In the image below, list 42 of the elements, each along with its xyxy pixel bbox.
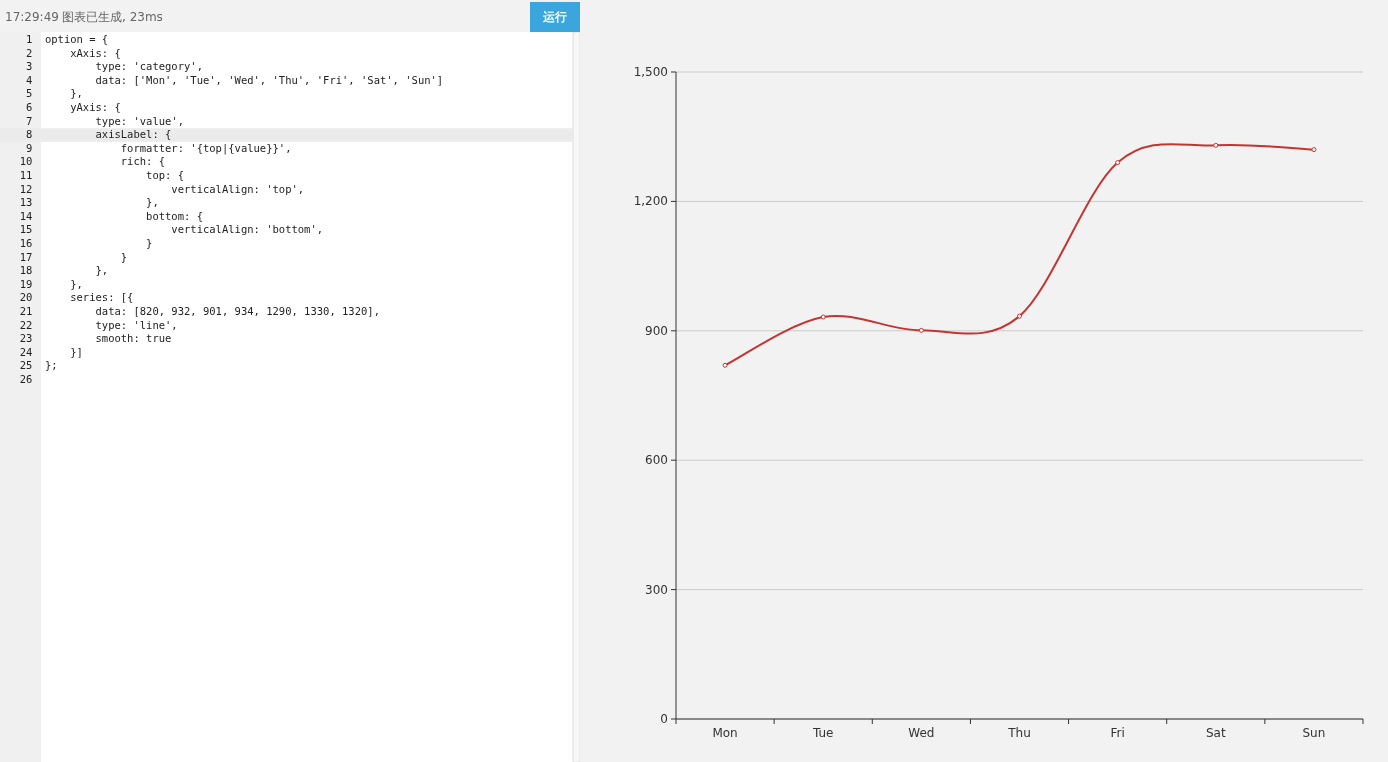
y-tick-label: 900	[645, 323, 668, 338]
text: 6 yAxis: {	[7, 101, 121, 113]
text: 23 smooth: true	[7, 332, 172, 345]
text: 17 }	[7, 250, 128, 263]
text: 14 bottom: {	[7, 209, 203, 222]
text: 2 xAxis: {	[7, 46, 121, 59]
y-tick-label: 600	[645, 453, 668, 468]
text: 3 type: 'category',	[7, 60, 203, 73]
x-tick-label: Thu	[1007, 726, 1031, 740]
text: 4 data: ['Mon', 'Tue', 'Wed', 'Thu', 'Fri', 'Sat', 'Sun']	[7, 73, 444, 86]
x-tick-label: Wed	[908, 726, 935, 740]
text: 25 };	[7, 359, 58, 372]
x-tick-label: Mon	[712, 726, 738, 740]
text: 8 axisLabel: {	[7, 128, 172, 141]
text: 26	[7, 373, 45, 385]
text: 11 top: {	[7, 169, 185, 181]
text: 17:29:49	[5, 10, 59, 24]
text: 13 },	[7, 196, 159, 209]
x-tick-label: Sat	[1205, 726, 1226, 740]
y-tick-label: 1,500	[633, 65, 668, 79]
text: 21 data: [820, 932, 901, 934, 1290, 1330, 1320],	[7, 305, 380, 317]
text: 15 verticalAlign: 'bottom',	[7, 223, 324, 236]
text: 19 },	[7, 277, 83, 290]
x-tick-label: Tue	[811, 726, 834, 740]
text: 9 formatter: '{top|{value}}',	[7, 141, 292, 155]
text: 1 option = {	[7, 33, 109, 45]
text: 图表已生成, 23ms	[62, 10, 163, 24]
text: 18 },	[7, 264, 109, 277]
text: 22 type: 'line',	[7, 318, 178, 331]
y-tick-label: 300	[645, 582, 668, 597]
y-tick-label: 0	[660, 712, 668, 726]
text: 16 }	[7, 237, 153, 249]
x-tick-label: Sun	[1302, 726, 1326, 740]
text: 5 },	[7, 87, 83, 100]
text: 10 rich: {	[7, 155, 166, 168]
text: 运行	[542, 10, 567, 24]
y-tick-label: 1,200	[633, 194, 668, 209]
text: 24 }]	[7, 345, 83, 358]
text: 20 series: [{	[7, 291, 134, 304]
text: 7 type: 'value',	[7, 114, 185, 127]
text: 12 verticalAlign: 'top',	[7, 182, 305, 195]
x-tick-label: Fri	[1110, 726, 1125, 740]
